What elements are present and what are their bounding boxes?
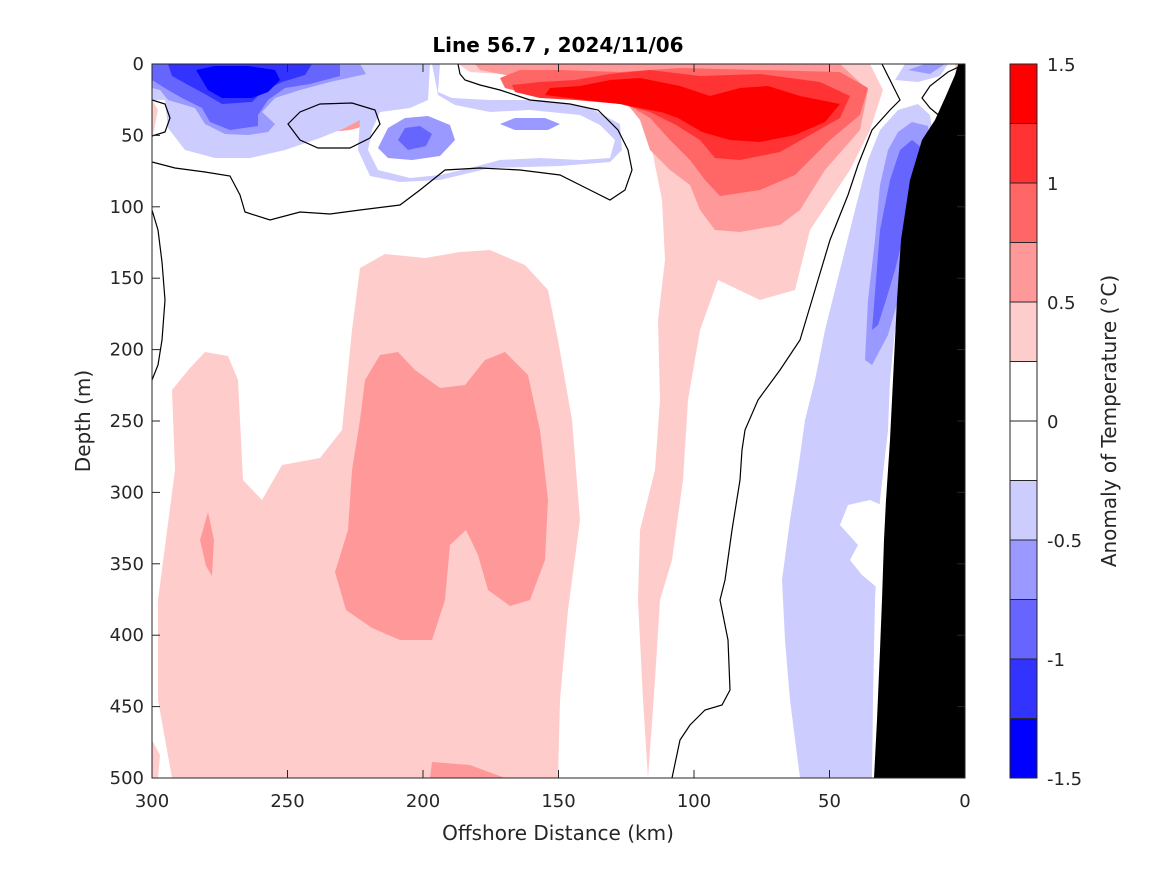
y-tick-label: 500 bbox=[110, 768, 144, 789]
warm-anomaly-region bbox=[335, 352, 548, 640]
warm-anomaly-region bbox=[595, 82, 690, 112]
plot-area bbox=[152, 64, 965, 778]
warm-anomaly-region bbox=[152, 740, 160, 778]
y-tick-label: 50 bbox=[121, 125, 144, 146]
x-tick-label: 200 bbox=[406, 791, 440, 812]
zero-contour bbox=[287, 102, 381, 149]
cold-anomaly-region bbox=[908, 64, 945, 74]
warm-anomaly-region bbox=[200, 512, 214, 576]
colorbar-tick-label: 0 bbox=[1047, 412, 1058, 433]
chart-title: Line 56.7 , 2024/11/06 bbox=[432, 33, 683, 57]
colorbar-tick-label: -1 bbox=[1047, 650, 1065, 671]
x-tick-label: 300 bbox=[135, 791, 169, 812]
warm-anomaly-region bbox=[458, 64, 883, 778]
colorbar-segment bbox=[1010, 480, 1037, 540]
colorbar-segment bbox=[1010, 599, 1037, 659]
colorbar-label: Anomaly of Temperature (°C) bbox=[1097, 275, 1121, 567]
colorbar-segment bbox=[1010, 183, 1037, 243]
colorbar-segment bbox=[1010, 361, 1037, 421]
colorbar bbox=[1010, 64, 1037, 779]
x-tick-label: 150 bbox=[541, 791, 575, 812]
colorbar-tick-label: 1 bbox=[1047, 174, 1058, 195]
y-axis: 0 50 100 150 200 250 300 350 400 450 500 bbox=[110, 54, 965, 789]
y-tick-label: 350 bbox=[110, 554, 144, 575]
colorbar-segment bbox=[1010, 718, 1037, 778]
colorbar-tick-label: -1.5 bbox=[1047, 769, 1082, 790]
x-axis: 300 250 200 150 100 50 0 bbox=[135, 64, 971, 812]
colorbar-tick-label: -0.5 bbox=[1047, 531, 1082, 552]
x-axis-label: Offshore Distance (km) bbox=[442, 821, 674, 845]
colorbar-tick-label: 1.5 bbox=[1047, 55, 1076, 76]
y-axis-label: Depth (m) bbox=[71, 370, 95, 472]
x-tick-label: 100 bbox=[677, 791, 711, 812]
zero-contour bbox=[152, 64, 633, 221]
y-tick-label: 450 bbox=[110, 697, 144, 718]
zero-contour bbox=[152, 99, 171, 137]
warm-anomaly-region bbox=[152, 100, 158, 140]
colorbar-axis: 1.5 1 0.5 0 -0.5 -1 -1.5 bbox=[1032, 55, 1082, 790]
colorbar-tick-label: 0.5 bbox=[1047, 293, 1076, 314]
y-tick-label: 100 bbox=[110, 197, 144, 218]
y-tick-label: 400 bbox=[110, 625, 144, 646]
colorbar-segment bbox=[1010, 123, 1037, 183]
zero-contour bbox=[671, 64, 901, 778]
x-tick-label: 0 bbox=[959, 791, 970, 812]
y-tick-label: 0 bbox=[133, 54, 144, 75]
colorbar-segment bbox=[1010, 302, 1037, 362]
y-tick-label: 300 bbox=[110, 482, 144, 503]
bathymetry-mask bbox=[874, 64, 965, 778]
colorbar-segment bbox=[1010, 421, 1037, 481]
colorbar-segment bbox=[1010, 64, 1037, 124]
y-tick-label: 150 bbox=[110, 268, 144, 289]
zero-contour bbox=[152, 209, 166, 381]
cold-anomaly-region bbox=[196, 66, 280, 98]
x-tick-label: 50 bbox=[818, 791, 841, 812]
x-tick-label: 250 bbox=[270, 791, 304, 812]
cold-anomaly-region bbox=[500, 118, 560, 130]
colorbar-segment bbox=[1010, 242, 1037, 302]
y-tick-label: 250 bbox=[110, 411, 144, 432]
warm-anomaly-region bbox=[430, 762, 505, 778]
neutral-region bbox=[840, 500, 888, 590]
colorbar-segment bbox=[1010, 659, 1037, 719]
y-tick-label: 200 bbox=[110, 340, 144, 361]
cold-anomaly-region bbox=[398, 126, 432, 150]
colorbar-segment bbox=[1010, 540, 1037, 600]
